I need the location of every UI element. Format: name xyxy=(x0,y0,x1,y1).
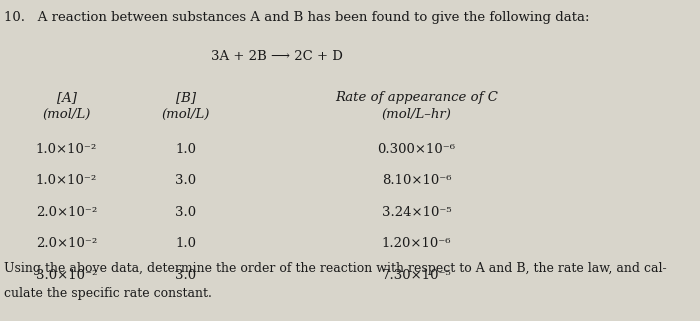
Text: 1.0×10⁻²: 1.0×10⁻² xyxy=(36,143,97,156)
Text: [B]
(mol/L): [B] (mol/L) xyxy=(161,91,210,120)
Text: 1.20×10⁻⁶: 1.20×10⁻⁶ xyxy=(382,237,452,250)
Text: 3.0: 3.0 xyxy=(175,174,196,187)
Text: 3.0×10⁻²: 3.0×10⁻² xyxy=(36,269,97,282)
Text: 2.0×10⁻²: 2.0×10⁻² xyxy=(36,206,97,219)
Text: 2.0×10⁻²: 2.0×10⁻² xyxy=(36,237,97,250)
Text: Using the above data, determine the order of the reaction with respect to A and : Using the above data, determine the orde… xyxy=(4,262,666,274)
Text: 1.0: 1.0 xyxy=(175,237,196,250)
Text: 7.30×10⁻⁵: 7.30×10⁻⁵ xyxy=(382,269,452,282)
Text: 3.0: 3.0 xyxy=(175,206,196,219)
Text: 3A + 2B ⟶ 2C + D: 3A + 2B ⟶ 2C + D xyxy=(211,50,342,63)
Text: 1.0: 1.0 xyxy=(175,143,196,156)
Text: 0.300×10⁻⁶: 0.300×10⁻⁶ xyxy=(377,143,456,156)
Text: 3.0: 3.0 xyxy=(175,269,196,282)
Text: culate the specific rate constant.: culate the specific rate constant. xyxy=(4,287,211,300)
Text: 8.10×10⁻⁶: 8.10×10⁻⁶ xyxy=(382,174,452,187)
Text: 10.   A reaction between substances A and B has been found to give the following: 10. A reaction between substances A and … xyxy=(4,11,589,24)
Text: 1.0×10⁻²: 1.0×10⁻² xyxy=(36,174,97,187)
Text: 3.24×10⁻⁵: 3.24×10⁻⁵ xyxy=(382,206,452,219)
Text: [A]
(mol/L): [A] (mol/L) xyxy=(42,91,91,120)
Text: Rate of appearance of C
(mol/L–hr): Rate of appearance of C (mol/L–hr) xyxy=(335,91,498,120)
